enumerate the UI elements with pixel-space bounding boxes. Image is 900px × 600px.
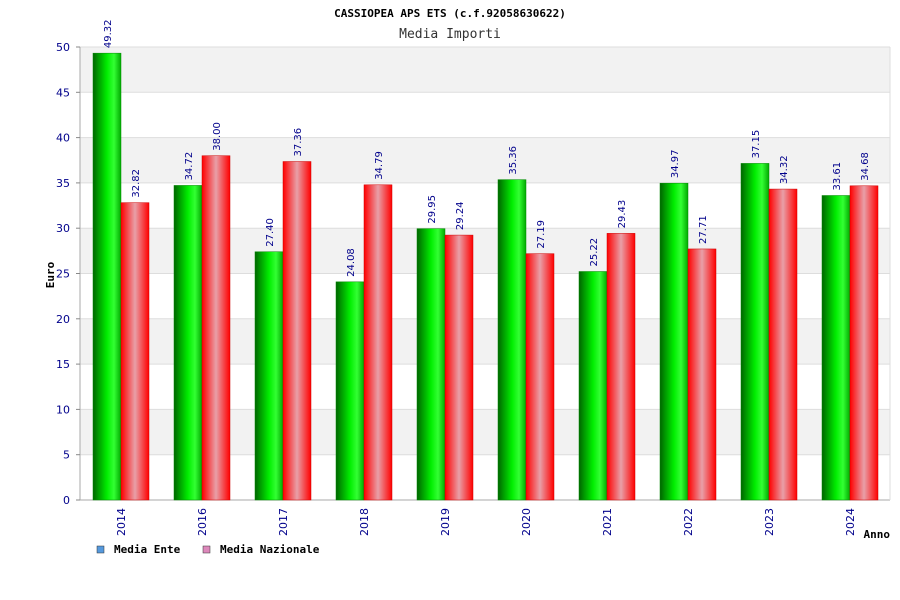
- y-tick-label: 35: [56, 177, 70, 190]
- x-tick-label: 2014: [115, 508, 128, 536]
- y-tick-label: 20: [56, 313, 70, 326]
- value-label: 34.32: [779, 155, 790, 184]
- bar-media-ente-2018: [335, 281, 365, 501]
- value-label: 35.36: [508, 146, 519, 175]
- value-label: 24.08: [346, 248, 357, 277]
- y-tick-label: 10: [56, 403, 70, 416]
- bar-media-ente-2022: [659, 182, 689, 501]
- x-tick-label: 2017: [277, 508, 290, 536]
- bar-media-nazionale-2021: [606, 233, 636, 501]
- y-tick-label: 50: [56, 41, 70, 54]
- x-tick-label: 2020: [520, 508, 533, 536]
- bar-media-ente-2014: [92, 52, 122, 501]
- plot-band: [80, 92, 890, 138]
- y-tick-label: 45: [56, 86, 70, 99]
- x-tick-label: 2016: [196, 508, 209, 536]
- y-tick-label: 15: [56, 358, 70, 371]
- value-label: 33.61: [832, 162, 843, 191]
- value-label: 27.40: [265, 218, 276, 247]
- y-tick-label: 40: [56, 132, 70, 145]
- x-tick-label: 2024: [844, 508, 857, 536]
- x-axis-label: Anno: [864, 528, 891, 541]
- y-axis-label: Euro: [44, 261, 57, 288]
- bar-media-nazionale-2018: [363, 184, 393, 501]
- bar-media-ente-2023: [740, 163, 770, 501]
- legend-label: Media Ente: [114, 543, 181, 556]
- legend: Media Ente Media Nazionale: [96, 543, 320, 556]
- value-label: 38.00: [212, 122, 223, 151]
- bar-media-nazionale-2024: [849, 185, 879, 501]
- bar-media-nazionale-2023: [768, 188, 798, 501]
- bar-media-ente-2019: [416, 228, 446, 501]
- y-tick-label: 25: [56, 268, 70, 281]
- value-label: 27.19: [536, 220, 547, 249]
- x-tick-label: 2019: [439, 508, 452, 536]
- plot-band: [80, 47, 890, 93]
- value-label: 29.24: [455, 201, 466, 230]
- value-label: 29.95: [427, 195, 438, 224]
- value-label: 25.22: [589, 238, 600, 267]
- bar-media-nazionale-2022: [687, 248, 717, 501]
- bars: [92, 52, 879, 501]
- value-label: 34.97: [670, 150, 681, 179]
- value-labels: 49.32 32.82 34.72 38.00 27.40 37.36 24.08 34.79…: [103, 20, 871, 277]
- x-axis-ticks: 2014 2016 2017 2018 2019 2020 2021 2022 2023 2024: [115, 508, 857, 536]
- bar-media-ente-2024: [821, 195, 851, 501]
- bar-media-nazionale-2019: [444, 234, 474, 501]
- y-tick-label: 30: [56, 222, 70, 235]
- legend-swatch: [202, 545, 211, 554]
- value-label: 32.82: [131, 169, 142, 198]
- bar-media-nazionale-2016: [201, 155, 231, 501]
- x-tick-label: 2023: [763, 508, 776, 536]
- y-tick-label: 0: [63, 494, 70, 507]
- value-label: 49.32: [103, 20, 114, 49]
- value-label: 34.79: [374, 151, 385, 180]
- y-axis-ticks: 0 5 10 15 20 25 30 35 40 45 50: [56, 41, 80, 507]
- bar-media-nazionale-2017: [282, 161, 312, 501]
- chart-title: CASSIOPEA APS ETS (c.f.92058630622): [334, 7, 566, 20]
- y-tick-label: 5: [63, 449, 70, 462]
- legend-label: Media Nazionale: [220, 543, 320, 556]
- bar-media-ente-2020: [497, 179, 527, 501]
- bar-media-nazionale-2020: [525, 253, 555, 501]
- x-tick-label: 2022: [682, 508, 695, 536]
- value-label: 37.15: [751, 130, 762, 159]
- x-tick-label: 2018: [358, 508, 371, 536]
- bar-media-ente-2017: [254, 251, 284, 501]
- value-label: 29.43: [617, 200, 628, 229]
- x-tick-label: 2021: [601, 508, 614, 536]
- value-label: 34.68: [860, 152, 871, 181]
- value-label: 34.72: [184, 152, 195, 181]
- bar-media-nazionale-2014: [120, 202, 150, 501]
- bar-media-ente-2016: [173, 185, 203, 501]
- bar-media-ente-2021: [578, 271, 608, 501]
- legend-swatch: [96, 545, 105, 554]
- chart-subtitle: Media Importi: [399, 27, 501, 42]
- value-label: 37.36: [293, 128, 304, 157]
- value-label: 27.71: [698, 215, 709, 244]
